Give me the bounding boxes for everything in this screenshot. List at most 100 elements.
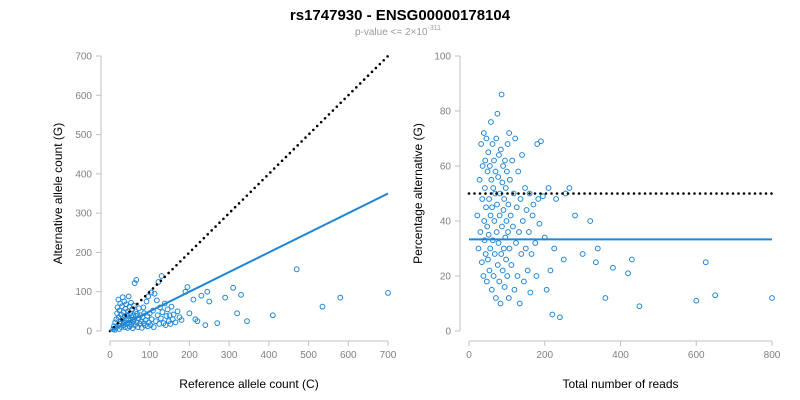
data-point (476, 176, 483, 183)
x-tick-label: 200 (181, 350, 198, 361)
subtitle-times: × (411, 27, 417, 38)
data-point (538, 138, 544, 145)
data-point (488, 286, 495, 293)
data-point (522, 185, 528, 191)
data-point (610, 264, 616, 271)
y-tick-label: 300 (75, 209, 92, 220)
data-point (492, 168, 499, 175)
y-tick-label: 0 (86, 327, 92, 338)
data-point (492, 295, 499, 301)
data-point (504, 273, 511, 279)
x-tick-label: 100 (141, 350, 158, 361)
data-point (513, 204, 520, 211)
data-point (490, 185, 497, 191)
x-tick-label: 700 (380, 350, 397, 361)
data-point (625, 270, 631, 277)
data-point (194, 318, 201, 325)
data-point (483, 204, 489, 211)
data-point (486, 267, 493, 274)
data-point (190, 296, 197, 303)
x-tick-label: 200 (536, 350, 553, 361)
data-point (533, 273, 540, 279)
data-point (214, 320, 221, 327)
data-point (510, 190, 517, 197)
data-point (516, 229, 522, 235)
data-point (488, 119, 494, 125)
data-point (493, 229, 500, 235)
data-point (551, 245, 558, 252)
data-point (230, 284, 237, 291)
data-point (525, 229, 532, 235)
data-point (152, 318, 159, 325)
data-point (131, 280, 138, 286)
allele-count-scatter-panel: 0 100 200 300 400 500 600 700 0 100 200 300 400 500 60… (51, 52, 397, 392)
x-tick-label: 500 (300, 350, 317, 361)
data-point (475, 245, 482, 252)
data-point (512, 135, 519, 142)
data-point (496, 212, 503, 219)
data-point (628, 256, 635, 263)
data-point (174, 308, 181, 315)
data-point (489, 141, 496, 147)
data-point (142, 322, 148, 329)
data-point (518, 251, 525, 257)
y-tick-label: 60 (440, 162, 452, 173)
data-point (151, 290, 158, 297)
data-point (501, 196, 508, 202)
x-tick-label: 600 (688, 350, 705, 361)
data-point (503, 218, 510, 224)
data-point (528, 251, 535, 257)
x-tick-label: 0 (107, 350, 113, 361)
y-tick-label: 100 (434, 52, 451, 63)
data-point (572, 212, 578, 219)
data-point (506, 130, 513, 136)
subtitle-exponent: -311 (428, 25, 442, 32)
data-point (150, 324, 157, 330)
data-point (202, 322, 209, 329)
data-point (501, 284, 508, 290)
data-point (483, 135, 490, 142)
x-tick-label: 600 (340, 350, 357, 361)
data-point (602, 295, 609, 301)
y-tick-label: 40 (440, 217, 452, 228)
data-point (534, 141, 541, 147)
data-point (693, 297, 700, 304)
data-point (488, 176, 495, 183)
data-point (523, 207, 530, 213)
data-point (500, 207, 507, 213)
data-point (478, 141, 485, 147)
data-point (483, 278, 490, 285)
data-point (481, 218, 488, 224)
data-point (519, 152, 525, 158)
data-point (144, 323, 151, 330)
data-point (486, 163, 493, 169)
data-point (491, 251, 498, 257)
x-tick-label: 0 (466, 350, 472, 361)
data-point (244, 318, 250, 325)
data-point (159, 309, 166, 316)
figure-subtitle: p-value <= 2×10-311 (355, 25, 441, 38)
data-point (154, 312, 161, 319)
data-point (495, 240, 502, 246)
data-point (513, 240, 519, 246)
data-point (515, 168, 522, 175)
data-point (125, 293, 132, 300)
data-point (168, 303, 175, 310)
y-tick-label: 80 (440, 107, 452, 118)
data-point (204, 288, 211, 295)
data-point (527, 289, 534, 296)
data-point (385, 289, 391, 296)
data-point (494, 262, 501, 268)
data-point (496, 278, 503, 285)
data-point (516, 300, 523, 307)
data-point (186, 310, 193, 317)
data-point (529, 212, 536, 219)
data-point (508, 262, 515, 268)
data-point (163, 313, 170, 319)
data-point (560, 256, 567, 263)
data-point (480, 273, 487, 279)
data-point (503, 256, 510, 263)
data-point (511, 286, 518, 293)
data-point (526, 190, 533, 197)
